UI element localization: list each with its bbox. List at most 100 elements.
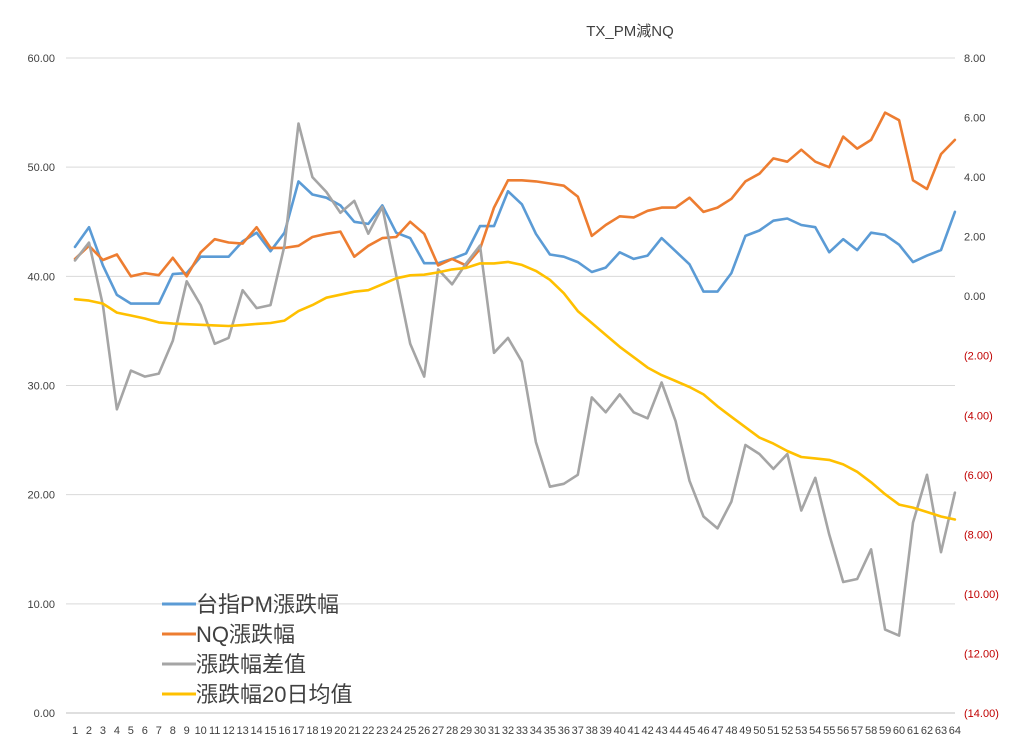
x-tick: 18 [306,725,318,737]
x-tick: 31 [488,725,500,737]
x-tick: 47 [711,725,723,737]
x-tick: 9 [184,725,190,737]
x-tick: 62 [921,725,933,737]
y-tick-right: (10.00) [964,589,999,601]
x-tick: 58 [865,725,877,737]
x-tick: 20 [334,725,346,737]
x-tick: 61 [907,725,919,737]
y-tick-right: 4.00 [964,172,985,184]
y-tick-right: (2.00) [964,351,993,363]
x-tick: 63 [935,725,947,737]
x-tick: 24 [390,725,402,737]
legend-label: NQ漲跌幅 [196,622,295,647]
chart-title: TX_PM減NQ [586,23,674,40]
y-tick-right: (6.00) [964,470,993,482]
x-tick: 64 [949,725,961,737]
x-tick: 37 [572,725,584,737]
x-tick: 59 [879,725,891,737]
x-tick: 7 [156,725,162,737]
x-tick: 21 [348,725,360,737]
x-tick: 19 [320,725,332,737]
x-tick: 57 [851,725,863,737]
x-tick: 41 [628,725,640,737]
series-lines [73,111,957,637]
x-tick: 51 [767,725,779,737]
y-tick-right: (14.00) [964,708,999,720]
x-tick: 28 [446,725,458,737]
x-tick: 30 [474,725,486,737]
series-line-4 [73,260,957,521]
x-tick: 4 [114,725,120,737]
y-tick-left: 50.00 [27,162,55,174]
x-tick: 48 [725,725,737,737]
x-tick: 60 [893,725,905,737]
y-tick-right: 6.00 [964,113,985,125]
x-tick: 35 [544,725,556,737]
x-tick: 13 [236,725,248,737]
x-tick: 45 [683,725,695,737]
x-tick: 49 [739,725,751,737]
x-axis: 1 2 3 4 5 6 7 8 9 10 11 12 13 14 15 16 17 18 19 20 21 22 23 24 2… [66,712,961,737]
x-tick: 39 [600,725,612,737]
y-tick-right: 0.00 [964,291,985,303]
x-tick: 46 [697,725,709,737]
y-tick-left: 60.00 [27,53,55,65]
x-tick: 27 [432,725,444,737]
x-tick: 14 [250,725,262,737]
x-tick: 8 [170,725,176,737]
x-tick: 42 [642,725,654,737]
x-tick: 50 [753,725,765,737]
x-tick: 40 [614,725,626,737]
x-tick: 16 [278,725,290,737]
x-tick: 52 [781,725,793,737]
x-tick: 25 [404,725,416,737]
y-tick-left: 0.00 [34,708,55,720]
y-tick-left: 40.00 [27,271,55,283]
x-tick: 29 [460,725,472,737]
y-axis-left: 0.00 10.00 20.00 30.00 40.00 50.00 60.00 [27,53,55,720]
y-tick-left: 10.00 [27,599,55,611]
x-tick: 6 [142,725,148,737]
legend-label: 漲跌幅差值 [196,652,306,677]
y-tick-right: 2.00 [964,232,985,244]
x-tick: 1 [72,725,78,737]
x-tick: 17 [292,725,304,737]
x-tick: 55 [823,725,835,737]
y-axis-right: (14.00) (12.00) (10.00) (8.00) (6.00) (4.00) (… [964,53,999,720]
series-line-2 [73,111,957,278]
y-tick-right: (4.00) [964,410,993,422]
x-tick: 56 [837,725,849,737]
x-tick: 53 [795,725,807,737]
x-tick: 38 [586,725,598,737]
x-tick: 5 [128,725,134,737]
y-tick-left: 30.00 [27,381,55,393]
x-tick: 36 [558,725,570,737]
x-tick: 32 [502,725,514,737]
legend-label: 漲跌幅20日均值 [196,682,352,707]
y-tick-right: (8.00) [964,529,993,541]
y-tick-right: (12.00) [964,648,999,660]
x-tick: 11 [209,725,220,737]
x-tick: 26 [418,725,430,737]
gridlines [66,57,955,714]
legend-label: 台指PM漲跌幅 [196,592,339,617]
x-tick: 22 [362,725,374,737]
x-tick: 12 [223,725,235,737]
series-line-1 [73,180,957,305]
x-tick: 54 [809,725,821,737]
x-tick: 44 [669,725,681,737]
x-tick: 23 [376,725,388,737]
x-tick: 15 [264,725,276,737]
x-tick: 2 [86,725,92,737]
y-tick-left: 20.00 [27,490,55,502]
x-tick: 34 [530,725,542,737]
x-tick: 43 [655,725,667,737]
x-tick: 3 [100,725,106,737]
x-tick: 10 [195,725,207,737]
series-line-3 [73,122,957,637]
y-tick-right: 8.00 [964,53,985,65]
x-tick: 33 [516,725,528,737]
